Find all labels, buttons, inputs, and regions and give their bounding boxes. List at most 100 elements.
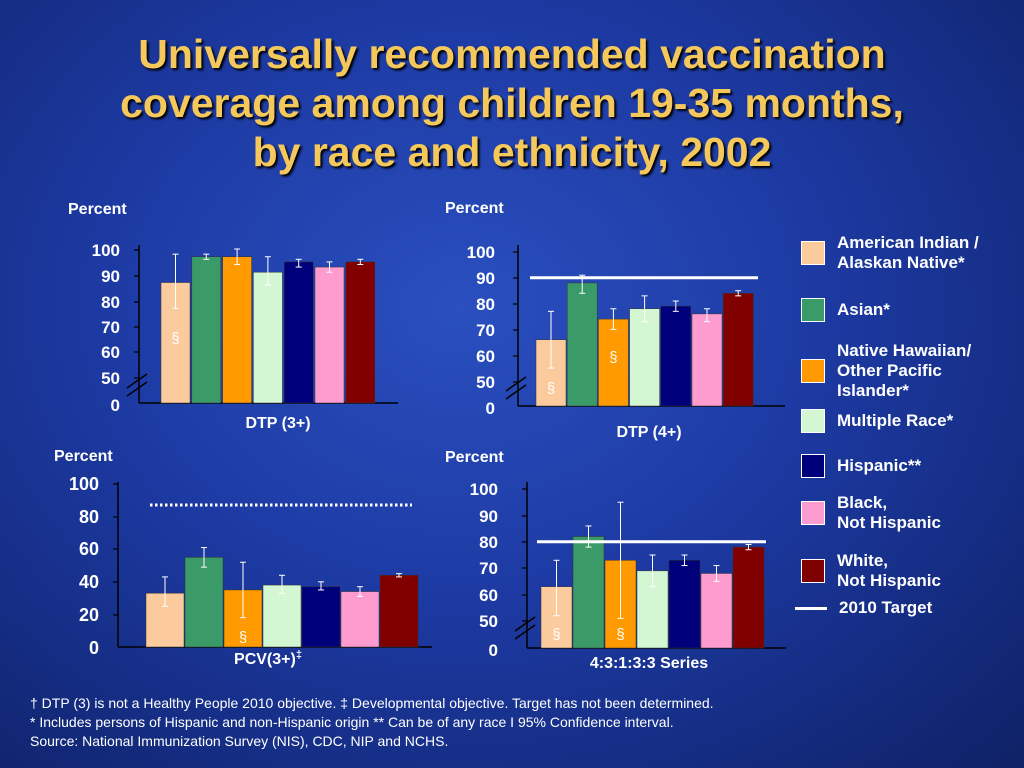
axis-break-mark bbox=[514, 616, 536, 632]
y-axis-label: Percent bbox=[54, 448, 113, 465]
slide-title: Universally recommended vaccination cove… bbox=[20, 30, 1004, 177]
axis-break-mark bbox=[514, 624, 536, 640]
bar bbox=[722, 293, 754, 407]
y-tick-label: 80 bbox=[101, 293, 120, 312]
legend-item: Multiple Race* bbox=[795, 409, 953, 433]
bar bbox=[700, 573, 733, 649]
bar bbox=[379, 575, 419, 648]
legend-target-label: 2010 Target bbox=[839, 598, 933, 617]
title-line-1: Universally recommended vaccination bbox=[138, 31, 886, 77]
y-tick-label: 80 bbox=[479, 533, 498, 552]
y-tick-label: 50 bbox=[476, 373, 495, 392]
axis-break-mark bbox=[126, 373, 148, 389]
y-tick-label: 0 bbox=[486, 399, 495, 418]
legend-swatch bbox=[801, 409, 825, 433]
significance-flag: § bbox=[616, 626, 624, 643]
footnote-2: * Includes persons of Hispanic and non-H… bbox=[30, 714, 674, 730]
legend-label: American Indian / Alaskan Native* bbox=[837, 233, 979, 272]
bar bbox=[314, 266, 345, 404]
bar bbox=[345, 261, 376, 404]
significance-flag: § bbox=[547, 380, 555, 397]
bar bbox=[732, 546, 765, 649]
footnotes: † DTP (3) is not a Healthy People 2010 o… bbox=[30, 694, 714, 751]
significance-flag: § bbox=[239, 629, 247, 646]
significance-flag: § bbox=[171, 330, 179, 347]
y-tick-label: 20 bbox=[79, 605, 99, 625]
x-axis-label: 4:3:1:3:3 Series bbox=[590, 655, 708, 672]
y-tick-label: 70 bbox=[101, 318, 120, 337]
title-line-3: by race and ethnicity, 2002 bbox=[252, 129, 772, 175]
y-tick-label: 90 bbox=[476, 269, 495, 288]
y-tick-label: 100 bbox=[470, 480, 498, 499]
target-line-swatch bbox=[795, 606, 827, 610]
y-tick-label: 100 bbox=[69, 474, 99, 494]
y-tick-label: 50 bbox=[479, 612, 498, 631]
y-tick-label: 40 bbox=[79, 572, 99, 592]
legend-swatch bbox=[801, 298, 825, 322]
bar bbox=[283, 261, 314, 404]
bar bbox=[301, 586, 341, 648]
legend: American Indian / Alaskan Native* Asian*… bbox=[795, 225, 1020, 625]
bar bbox=[340, 591, 380, 648]
y-tick-label: 50 bbox=[101, 369, 120, 388]
bar bbox=[598, 318, 629, 407]
bar bbox=[191, 256, 222, 404]
bar bbox=[668, 560, 701, 649]
y-axis-label: Percent bbox=[68, 201, 127, 218]
legend-item: Black, Not Hispanic bbox=[795, 493, 941, 533]
legend-label: White, Not Hispanic bbox=[837, 551, 941, 590]
bar bbox=[566, 282, 598, 407]
legend-swatch bbox=[801, 241, 825, 265]
legend-swatch bbox=[801, 454, 825, 478]
y-tick-label: 90 bbox=[479, 507, 498, 526]
bar bbox=[629, 308, 660, 407]
footnote-3: Source: National Immunization Survey (NI… bbox=[30, 733, 449, 749]
y-tick-label: 0 bbox=[89, 638, 99, 658]
y-tick-label: 60 bbox=[101, 343, 120, 362]
y-axis-label: Percent bbox=[445, 200, 504, 217]
axis-break-mark bbox=[505, 384, 527, 400]
bar bbox=[660, 305, 692, 407]
x-axis-label-superscript: ‡ bbox=[296, 649, 302, 661]
legend-label: Native Hawaiian/ Other Pacific Islander* bbox=[837, 341, 972, 400]
legend-item: Asian* bbox=[795, 298, 890, 322]
axis-break-mark bbox=[505, 376, 527, 392]
y-tick-label: 100 bbox=[92, 241, 120, 260]
legend-item: Hispanic** bbox=[795, 454, 921, 478]
legend-swatch bbox=[801, 559, 825, 583]
legend-label: Multiple Race* bbox=[837, 411, 954, 430]
y-tick-label: 90 bbox=[101, 267, 120, 286]
bar bbox=[262, 584, 302, 648]
y-tick-label: 60 bbox=[79, 539, 99, 559]
y-tick-label: 0 bbox=[489, 641, 498, 660]
legend-item: White, Not Hispanic bbox=[795, 551, 941, 591]
title-line-2: coverage among children 19-35 months, bbox=[120, 80, 904, 126]
y-tick-label: 70 bbox=[479, 559, 498, 578]
legend-label: Asian* bbox=[837, 300, 890, 319]
y-tick-label: 100 bbox=[467, 243, 495, 262]
x-axis-label: DTP (3+) bbox=[245, 415, 310, 432]
bar bbox=[572, 536, 605, 649]
bar bbox=[184, 557, 224, 648]
legend-item: American Indian / Alaskan Native* bbox=[795, 233, 979, 273]
bar bbox=[222, 256, 252, 404]
legend-swatch bbox=[801, 359, 825, 383]
y-tick-label: 60 bbox=[479, 586, 498, 605]
y-tick-label: 70 bbox=[476, 321, 495, 340]
bar bbox=[253, 271, 283, 404]
y-axis-label: Percent bbox=[445, 449, 504, 466]
x-axis-label: DTP (4+) bbox=[616, 424, 681, 441]
bar bbox=[691, 313, 723, 407]
legend-target: 2010 Target bbox=[795, 598, 932, 618]
y-tick-label: 80 bbox=[476, 295, 495, 314]
footnote-1: † DTP (3) is not a Healthy People 2010 o… bbox=[30, 695, 714, 711]
legend-label: Black, Not Hispanic bbox=[837, 493, 941, 532]
axis-break-mark bbox=[126, 381, 148, 397]
significance-flag: § bbox=[609, 349, 617, 366]
x-axis-label: PCV(3+)‡ bbox=[234, 649, 302, 668]
y-tick-label: 60 bbox=[476, 347, 495, 366]
y-tick-label: 0 bbox=[111, 396, 120, 415]
legend-item: Native Hawaiian/ Other Pacific Islander* bbox=[795, 341, 971, 401]
legend-label: Hispanic** bbox=[837, 456, 922, 475]
